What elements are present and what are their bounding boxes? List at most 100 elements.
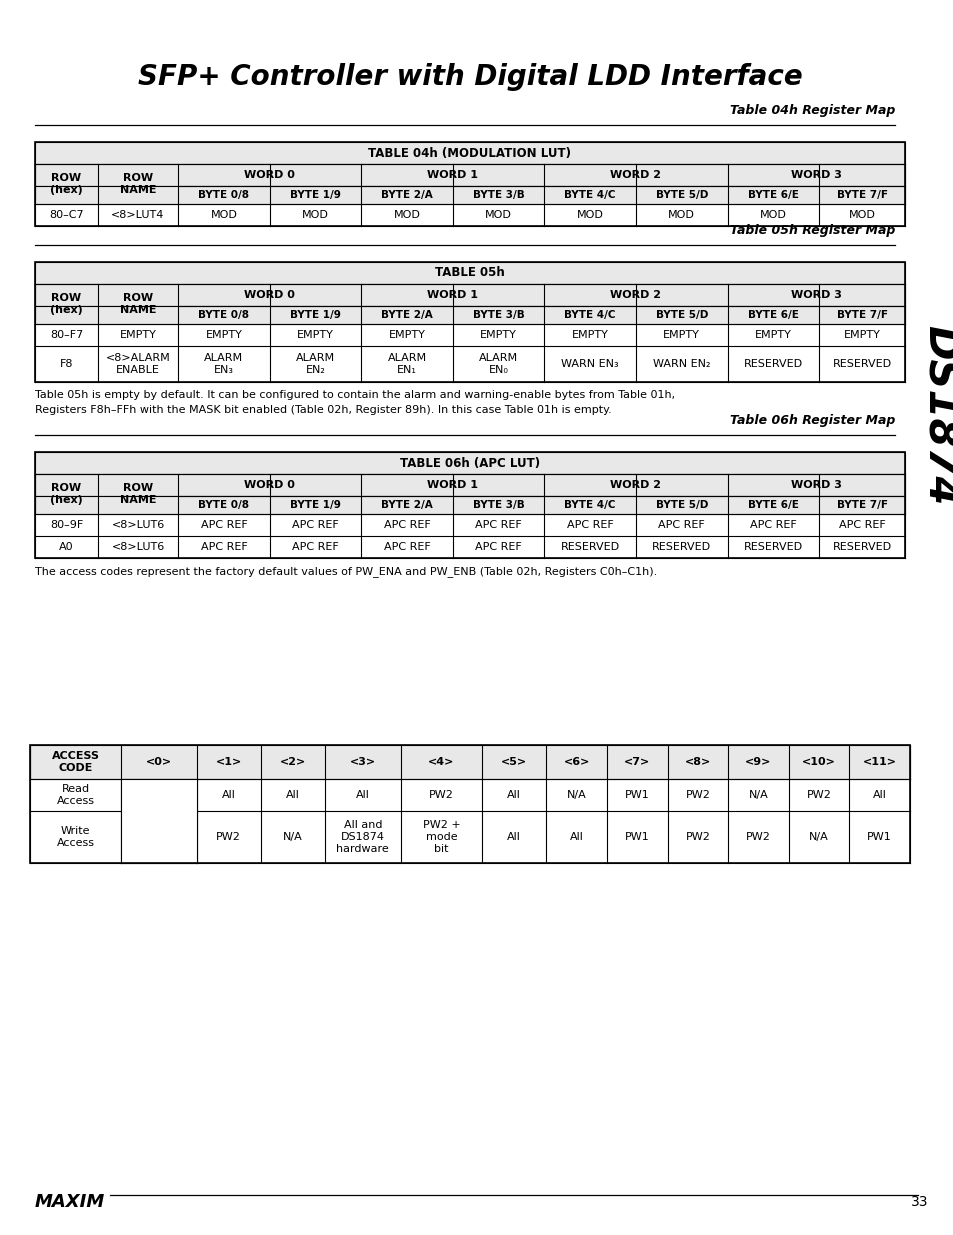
- Text: PW2: PW2: [806, 790, 831, 800]
- Text: WARN EN₃: WARN EN₃: [560, 359, 618, 369]
- Text: Table 05h Register Map: Table 05h Register Map: [729, 224, 894, 237]
- Text: <6>: <6>: [563, 757, 589, 767]
- Text: <8>ALARM
ENABLE: <8>ALARM ENABLE: [106, 353, 171, 374]
- Text: All: All: [507, 790, 520, 800]
- Bar: [35, 452, 904, 474]
- Text: PW1: PW1: [624, 790, 649, 800]
- Text: BYTE 4/C: BYTE 4/C: [564, 310, 616, 320]
- Text: BYTE 7/F: BYTE 7/F: [836, 500, 886, 510]
- Text: All: All: [872, 790, 885, 800]
- Text: TABLE 06h (APC LUT): TABLE 06h (APC LUT): [399, 457, 539, 469]
- Bar: [35, 262, 904, 382]
- Text: Read
Access: Read Access: [56, 784, 94, 805]
- Text: F8: F8: [60, 359, 73, 369]
- Text: APC REF: APC REF: [200, 542, 247, 552]
- Text: BYTE 1/9: BYTE 1/9: [290, 190, 340, 200]
- Text: N/A: N/A: [748, 790, 767, 800]
- Text: WARN EN₂: WARN EN₂: [653, 359, 710, 369]
- Text: BYTE 1/9: BYTE 1/9: [290, 310, 340, 320]
- Text: <8>LUT6: <8>LUT6: [112, 542, 165, 552]
- Text: MOD: MOD: [668, 210, 695, 220]
- Text: WORD 0: WORD 0: [244, 170, 294, 180]
- Text: TABLE 05h: TABLE 05h: [435, 267, 504, 279]
- Text: 80–9F: 80–9F: [50, 520, 83, 530]
- Text: BYTE 2/A: BYTE 2/A: [381, 500, 433, 510]
- Text: EMPTY: EMPTY: [479, 330, 517, 340]
- Text: BYTE 3/B: BYTE 3/B: [473, 310, 524, 320]
- Text: 80–F7: 80–F7: [50, 330, 83, 340]
- Text: BYTE 7/F: BYTE 7/F: [836, 190, 886, 200]
- Text: <1>: <1>: [215, 757, 242, 767]
- Bar: [121, 779, 196, 863]
- Text: WORD 0: WORD 0: [244, 290, 294, 300]
- Text: MOD: MOD: [211, 210, 237, 220]
- Text: PW2: PW2: [684, 790, 710, 800]
- Text: 33: 33: [909, 1195, 927, 1209]
- Text: MOD: MOD: [302, 210, 329, 220]
- Text: RESERVED: RESERVED: [832, 359, 891, 369]
- Text: BYTE 2/A: BYTE 2/A: [381, 190, 433, 200]
- Text: APC REF: APC REF: [838, 520, 884, 530]
- Text: APC REF: APC REF: [658, 520, 704, 530]
- Text: RESERVED: RESERVED: [652, 542, 711, 552]
- Text: 80–C7: 80–C7: [50, 210, 84, 220]
- Text: APC REF: APC REF: [200, 520, 247, 530]
- Bar: [30, 745, 909, 779]
- Text: PW1: PW1: [624, 832, 649, 842]
- Text: APC REF: APC REF: [292, 520, 338, 530]
- Text: BYTE 5/D: BYTE 5/D: [655, 310, 707, 320]
- Text: <8>: <8>: [684, 757, 710, 767]
- Text: ROW
(hex): ROW (hex): [51, 293, 83, 315]
- Text: The access codes represent the factory default values of PW_ENA and PW_ENB (Tabl: The access codes represent the factory d…: [35, 566, 657, 577]
- Bar: [35, 452, 904, 558]
- Bar: [35, 284, 904, 306]
- Text: BYTE 7/F: BYTE 7/F: [836, 310, 886, 320]
- Text: A0: A0: [59, 542, 73, 552]
- Text: BYTE 5/D: BYTE 5/D: [655, 500, 707, 510]
- Text: PW2: PW2: [429, 790, 454, 800]
- Text: WORD 0: WORD 0: [244, 480, 294, 490]
- Text: EMPTY: EMPTY: [662, 330, 700, 340]
- Text: EMPTY: EMPTY: [842, 330, 880, 340]
- Text: All: All: [221, 790, 235, 800]
- Text: RESERVED: RESERVED: [743, 359, 802, 369]
- Text: <2>: <2>: [279, 757, 306, 767]
- Text: <5>: <5>: [500, 757, 527, 767]
- Text: ALARM
EN₂: ALARM EN₂: [295, 353, 335, 374]
- Text: <8>LUT4: <8>LUT4: [112, 210, 165, 220]
- Text: ROW
NAME: ROW NAME: [120, 483, 156, 505]
- Text: MOD: MOD: [394, 210, 420, 220]
- Text: APC REF: APC REF: [475, 520, 521, 530]
- Text: APC REF: APC REF: [749, 520, 796, 530]
- Text: APC REF: APC REF: [566, 520, 613, 530]
- Text: BYTE 0/8: BYTE 0/8: [198, 500, 249, 510]
- Text: BYTE 6/E: BYTE 6/E: [747, 310, 798, 320]
- Text: <4>: <4>: [428, 757, 455, 767]
- Bar: [35, 262, 904, 284]
- Bar: [35, 142, 904, 226]
- Text: Table 04h Register Map: Table 04h Register Map: [729, 104, 894, 117]
- Text: Table 06h Register Map: Table 06h Register Map: [729, 414, 894, 427]
- Text: ALARM
EN₁: ALARM EN₁: [387, 353, 426, 374]
- Text: All: All: [569, 832, 583, 842]
- Text: N/A: N/A: [283, 832, 302, 842]
- Text: <10>: <10>: [801, 757, 835, 767]
- Text: See each
bit/byte
separately: See each bit/byte separately: [130, 804, 188, 837]
- Text: APC REF: APC REF: [475, 542, 521, 552]
- Text: PW1: PW1: [866, 832, 891, 842]
- Text: RESERVED: RESERVED: [743, 542, 802, 552]
- Text: All: All: [507, 832, 520, 842]
- Text: APC REF: APC REF: [383, 520, 430, 530]
- Text: ROW
(hex): ROW (hex): [51, 173, 83, 195]
- Text: MOD: MOD: [760, 210, 786, 220]
- Text: EMPTY: EMPTY: [754, 330, 791, 340]
- Text: ROW
NAME: ROW NAME: [120, 293, 156, 315]
- Text: EMPTY: EMPTY: [296, 330, 334, 340]
- Text: BYTE 1/9: BYTE 1/9: [290, 500, 340, 510]
- Text: ROW
NAME: ROW NAME: [120, 173, 156, 195]
- Text: N/A: N/A: [566, 790, 586, 800]
- Text: EMPTY: EMPTY: [388, 330, 425, 340]
- Text: ACCESS
CODE: ACCESS CODE: [51, 751, 99, 773]
- Text: ROW
(hex): ROW (hex): [51, 483, 83, 505]
- Text: DS1874: DS1874: [918, 325, 953, 505]
